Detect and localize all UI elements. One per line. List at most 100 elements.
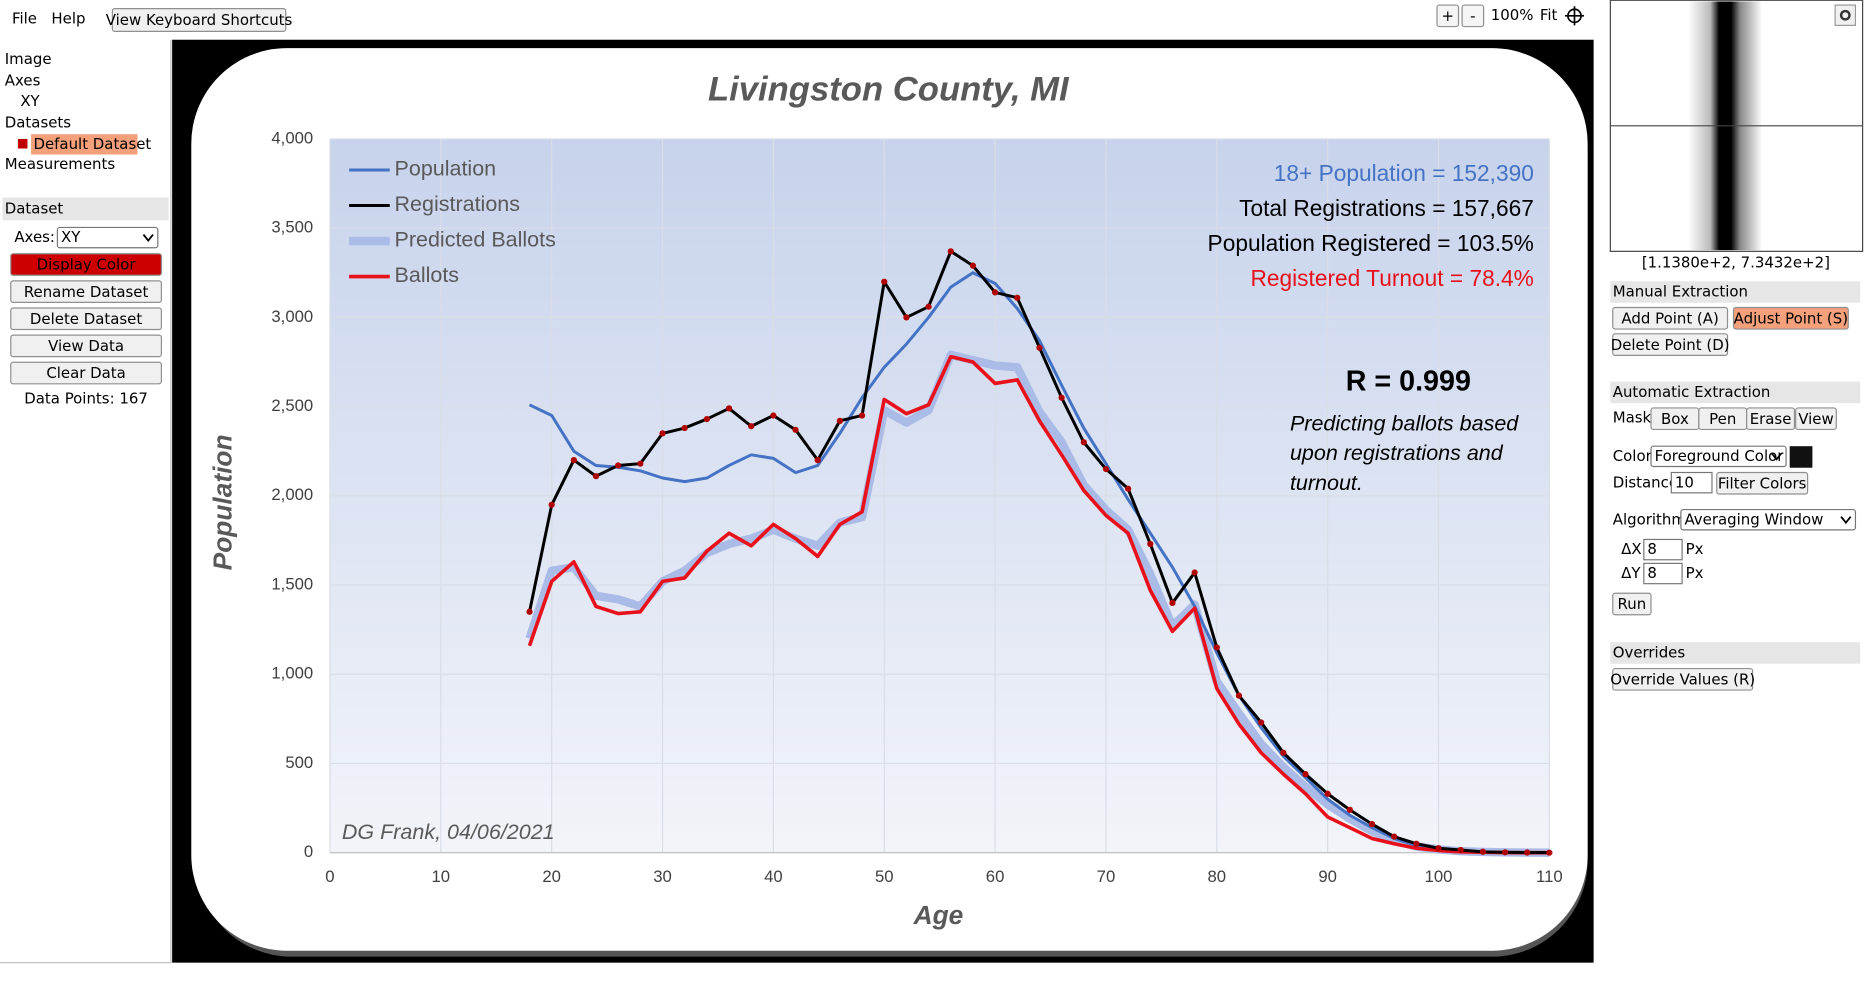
dataset-button[interactable]: [10, 361, 162, 385]
digitized-point[interactable]: [1346, 806, 1353, 813]
dataset-button-label[interactable]: Display Color: [37, 256, 137, 274]
dataset-button-label[interactable]: View Data: [48, 337, 124, 355]
digitized-point[interactable]: [570, 457, 577, 464]
distance-input[interactable]: [1670, 471, 1713, 494]
dataset-button[interactable]: [10, 307, 162, 331]
digitized-point[interactable]: [969, 262, 977, 269]
digitized-point[interactable]: [947, 248, 954, 255]
dataset-button-label[interactable]: Delete Dataset: [30, 310, 142, 328]
manual-button-label[interactable]: Adjust Point (S): [1734, 309, 1848, 327]
digitized-point[interactable]: [836, 417, 844, 424]
digitized-point[interactable]: [1435, 845, 1442, 852]
mask-button[interactable]: [1795, 407, 1837, 431]
digitized-point[interactable]: [903, 314, 910, 321]
tree-item[interactable]: Image: [5, 50, 52, 68]
menu-item[interactable]: Help: [51, 9, 85, 27]
digitized-point[interactable]: [1014, 294, 1021, 301]
digitized-point[interactable]: [858, 412, 866, 419]
filter-button-label[interactable]: Filter Colors: [1718, 474, 1807, 492]
algorithm-select[interactable]: [1680, 508, 1857, 531]
settings-icon[interactable]: [1834, 4, 1857, 26]
manual-button[interactable]: [1612, 306, 1729, 330]
digitized-point[interactable]: [526, 608, 533, 615]
tree-item[interactable]: Datasets: [5, 113, 71, 131]
dy-input-value[interactable]: 8: [1647, 564, 1657, 582]
distance-input-value[interactable]: 10: [1675, 473, 1694, 491]
digitized-point[interactable]: [592, 473, 600, 480]
digitized-point[interactable]: [881, 278, 888, 285]
mask-button-label[interactable]: Box: [1661, 410, 1689, 428]
digitized-point[interactable]: [1391, 833, 1398, 840]
mask-button-label[interactable]: Pen: [1709, 410, 1736, 428]
dx-input-value[interactable]: 8: [1647, 540, 1657, 558]
tree-item[interactable]: XY: [20, 92, 40, 110]
digitized-point[interactable]: [1457, 846, 1464, 854]
digitized-point[interactable]: [1036, 344, 1043, 351]
zoom-out-label[interactable]: -: [1470, 7, 1475, 25]
digitized-point[interactable]: [925, 303, 932, 310]
algorithm-select-value[interactable]: Averaging Window: [1684, 510, 1823, 528]
digitized-point[interactable]: [792, 426, 799, 433]
digitized-point[interactable]: [1058, 394, 1065, 401]
digitized-point[interactable]: [991, 289, 999, 296]
digitized-point[interactable]: [814, 457, 821, 464]
run-button-label[interactable]: Run: [1618, 595, 1647, 613]
zoom-in-label[interactable]: +: [1442, 7, 1455, 25]
color-select-value[interactable]: Foreground Color: [1655, 447, 1785, 465]
zoom-in[interactable]: [1436, 4, 1460, 28]
mask-button[interactable]: [1746, 407, 1796, 431]
dataset-button[interactable]: [10, 280, 162, 303]
zoom-fit[interactable]: Fit: [1540, 6, 1558, 24]
digitized-point[interactable]: [1413, 840, 1420, 847]
mask-button-label[interactable]: Erase: [1750, 410, 1792, 428]
override-button[interactable]: [1612, 667, 1754, 691]
digitized-point[interactable]: [659, 430, 666, 437]
digitized-point[interactable]: [548, 501, 555, 508]
shortcuts-button-label[interactable]: View Keyboard Shortcuts: [106, 11, 293, 29]
digitized-point[interactable]: [1546, 849, 1553, 856]
digitized-point[interactable]: [1169, 599, 1176, 606]
manual-button[interactable]: [1732, 306, 1849, 330]
digitized-point[interactable]: [637, 460, 644, 467]
zoom-out[interactable]: [1461, 4, 1485, 28]
digitized-point[interactable]: [1324, 790, 1331, 797]
menu-item[interactable]: File: [12, 9, 37, 27]
digitized-point[interactable]: [1368, 821, 1376, 828]
tree-item[interactable]: Axes: [5, 72, 41, 90]
digitized-point[interactable]: [615, 462, 622, 469]
manual-button[interactable]: [1612, 333, 1729, 356]
manual-button-label[interactable]: Delete Point (D): [1611, 336, 1730, 354]
dataset-button-label[interactable]: Rename Dataset: [24, 283, 149, 301]
color-swatch[interactable]: [1789, 446, 1813, 468]
dataset-button[interactable]: [10, 253, 162, 276]
digitized-point[interactable]: [1302, 771, 1309, 778]
axes-select-value[interactable]: XY: [61, 228, 81, 246]
dy-input[interactable]: [1643, 562, 1683, 585]
dx-input[interactable]: [1643, 538, 1683, 561]
digitized-point[interactable]: [1524, 849, 1531, 856]
digitized-point[interactable]: [1080, 439, 1087, 446]
digitized-point[interactable]: [1280, 749, 1287, 756]
tree-item[interactable]: Measurements: [5, 155, 116, 173]
digitized-point[interactable]: [1147, 540, 1154, 548]
digitized-point[interactable]: [681, 424, 688, 432]
mask-button-label[interactable]: View: [1798, 410, 1833, 428]
color-select[interactable]: [1650, 445, 1787, 468]
digitized-point[interactable]: [1102, 465, 1110, 473]
digitized-point[interactable]: [1235, 692, 1243, 699]
digitized-point[interactable]: [1125, 485, 1132, 492]
digitized-point[interactable]: [1213, 644, 1220, 651]
override-button-label[interactable]: Override Values (R): [1610, 671, 1755, 689]
digitized-point[interactable]: [1258, 719, 1265, 726]
digitized-point[interactable]: [703, 415, 710, 423]
run-button[interactable]: [1612, 592, 1652, 616]
digitized-point[interactable]: [748, 423, 755, 430]
digitized-point[interactable]: [1191, 569, 1198, 576]
dataset-button-label[interactable]: Clear Data: [46, 364, 125, 382]
digitized-point[interactable]: [725, 405, 733, 412]
manual-button-label[interactable]: Add Point (A): [1621, 309, 1718, 327]
digitized-point[interactable]: [1479, 848, 1486, 855]
dataset-button[interactable]: [10, 334, 162, 358]
digitized-point[interactable]: [1501, 849, 1509, 856]
digitized-point[interactable]: [770, 412, 777, 419]
